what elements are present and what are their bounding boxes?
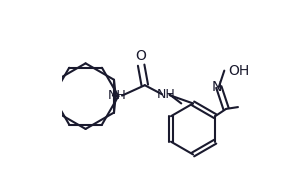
Text: OH: OH [228, 64, 249, 78]
Text: NH: NH [156, 88, 175, 101]
Text: NH: NH [108, 89, 127, 102]
Text: N: N [212, 80, 222, 94]
Text: O: O [136, 49, 147, 63]
